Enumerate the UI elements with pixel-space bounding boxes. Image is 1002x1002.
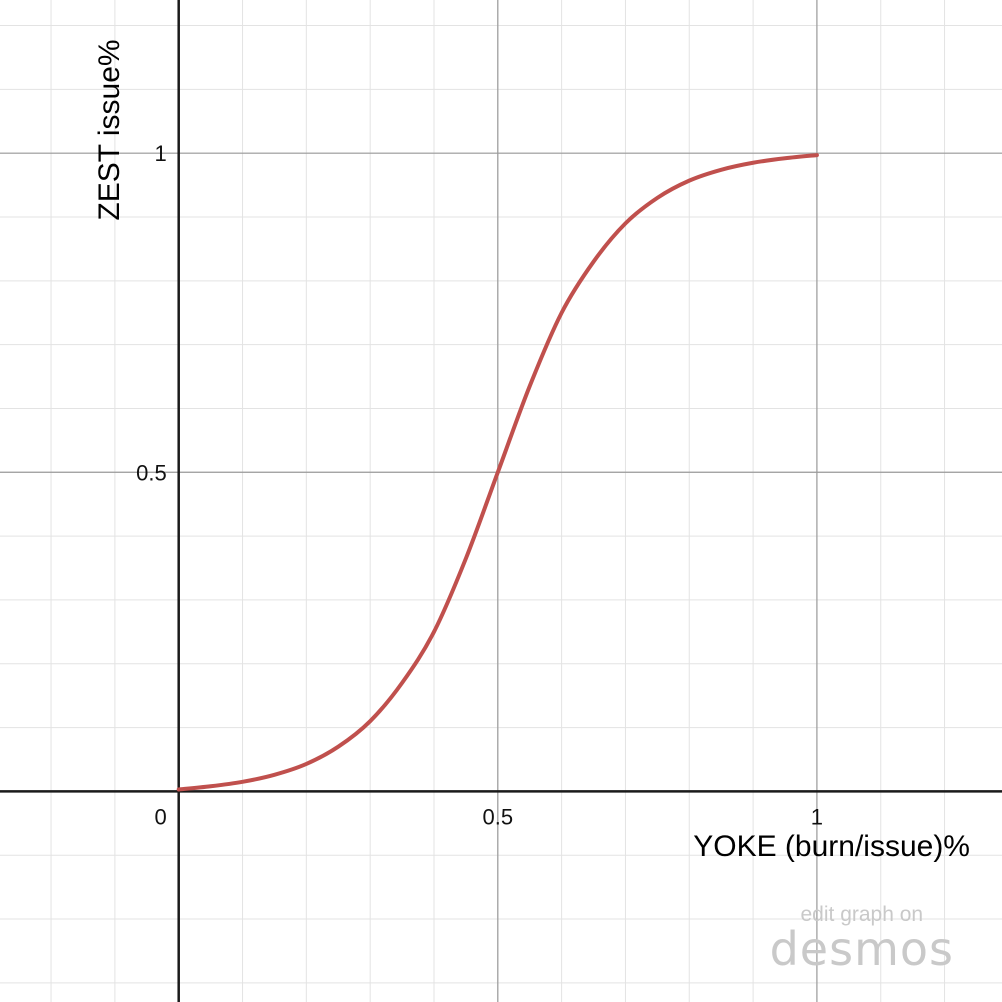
x-axis-title: YOKE (burn/issue)% <box>693 830 970 863</box>
tick-labels: 0 0.5 1 0.5 1 <box>136 141 823 829</box>
series-line-0 <box>176 153 819 792</box>
y-axis-title: ZEST issue% <box>93 39 126 220</box>
edit-graph-link[interactable]: edit graph on <box>800 903 924 926</box>
desmos-logo: desmos <box>769 922 954 976</box>
x-tick-label: 0.5 <box>483 804 514 829</box>
x-tick-label: 0 <box>154 804 166 829</box>
y-tick-label: 0.5 <box>136 460 167 485</box>
y-tick-label: 1 <box>154 141 166 166</box>
curve-layer <box>176 153 819 792</box>
desmos-watermark[interactable]: edit graph on desmos <box>769 903 954 976</box>
x-tick-label: 1 <box>811 804 823 829</box>
